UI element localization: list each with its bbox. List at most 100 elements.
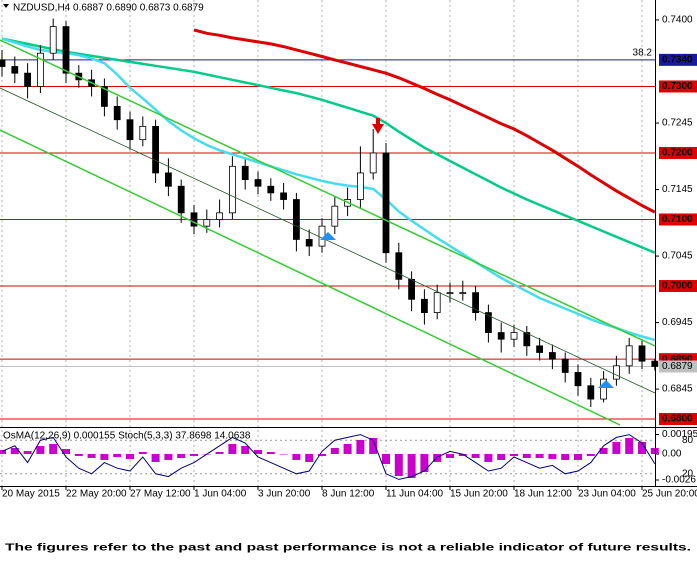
channel-upper bbox=[0, 39, 656, 347]
fib-label: 38.2 bbox=[633, 48, 653, 59]
y-tick-label: 0.00 bbox=[662, 449, 682, 460]
candle-body bbox=[267, 185, 275, 194]
candle-body bbox=[254, 179, 262, 187]
level-label-box bbox=[659, 279, 697, 292]
candle-body bbox=[382, 152, 390, 254]
candle-body bbox=[0, 59, 6, 67]
moving-average bbox=[1, 37, 656, 342]
y-tick-label: -0.0026 bbox=[662, 475, 696, 486]
osma-bar bbox=[522, 454, 531, 458]
osma-bar bbox=[241, 446, 250, 454]
y-tick-label: 20 bbox=[682, 468, 694, 479]
osma-bar bbox=[446, 454, 454, 458]
candle-body bbox=[113, 106, 121, 121]
stoch-line bbox=[1, 434, 656, 480]
osma-bar bbox=[650, 448, 659, 454]
level-label: 0.7200 bbox=[662, 148, 693, 159]
disclaimer: The figures refer to the past and past p… bbox=[5, 543, 691, 554]
osma-bar bbox=[74, 454, 83, 456]
osma-bar bbox=[382, 454, 390, 464]
candle-body bbox=[510, 332, 518, 340]
osma-bar bbox=[318, 454, 326, 456]
candle-body bbox=[126, 119, 134, 141]
osma-bar bbox=[305, 454, 314, 462]
y-tick-label: 0.7245 bbox=[662, 118, 693, 129]
osma-bar bbox=[484, 454, 493, 462]
osma-bar bbox=[49, 444, 58, 454]
osma-bar bbox=[471, 454, 480, 458]
candle-body bbox=[190, 212, 198, 227]
x-tick-label: 15 Jun 20:00 bbox=[450, 489, 508, 500]
osma-bar bbox=[586, 454, 595, 456]
x-tick-label: 25 Jun 20:00 bbox=[642, 489, 697, 500]
x-tick-label: 23 Jun 04:00 bbox=[578, 489, 636, 500]
candle-body bbox=[356, 172, 364, 200]
candle-body bbox=[472, 292, 480, 314]
osma-bar bbox=[0, 450, 6, 454]
buy-arrow bbox=[320, 232, 336, 240]
osma-bar bbox=[625, 438, 634, 454]
x-tick-label: 11 Jun 04:00 bbox=[386, 489, 444, 500]
candle-body bbox=[24, 72, 32, 87]
osma-bar bbox=[458, 454, 467, 456]
current-price-label: 0.6879 bbox=[662, 361, 693, 372]
candle-body bbox=[395, 252, 403, 280]
moving-average bbox=[1, 37, 656, 254]
indicator-title: OsMA(12,26,9) 0.000155 Stoch(5,3,3) 37.8… bbox=[3, 431, 251, 442]
channel-lower bbox=[0, 129, 621, 426]
osma-bar bbox=[369, 438, 378, 454]
osma-bar bbox=[612, 442, 621, 454]
candle-body bbox=[600, 378, 607, 400]
candle-body bbox=[523, 332, 531, 347]
candle-body bbox=[228, 165, 236, 214]
x-tick-label: 3 Jun 20:00 bbox=[258, 489, 311, 500]
osma-bar bbox=[215, 452, 224, 454]
osma-bar bbox=[599, 448, 608, 454]
osma-bar bbox=[433, 454, 442, 462]
candle-body bbox=[292, 199, 300, 240]
osma-bar bbox=[113, 454, 122, 457]
level-label-box bbox=[659, 213, 697, 226]
moving-average bbox=[193, 28, 656, 214]
osma-bar bbox=[548, 454, 557, 459]
osma-bar bbox=[420, 454, 429, 472]
osma-bar bbox=[62, 449, 70, 454]
osma-bar bbox=[535, 454, 544, 458]
candle-body bbox=[651, 360, 659, 367]
osma-bar bbox=[177, 454, 186, 458]
osma-bar bbox=[574, 454, 582, 460]
level-label: 0.7100 bbox=[662, 214, 693, 225]
candle-body bbox=[49, 26, 57, 54]
osma-bar bbox=[266, 452, 275, 454]
candle-body bbox=[164, 172, 172, 187]
osma-bar bbox=[151, 454, 160, 462]
candle-body bbox=[420, 298, 428, 314]
level-label-box bbox=[659, 413, 697, 426]
osma-bar bbox=[10, 448, 19, 454]
candle-body bbox=[139, 125, 147, 141]
x-tick-label: 8 Jun 12:00 bbox=[322, 489, 375, 500]
osma-bar bbox=[126, 454, 134, 459]
y-tick-label: 0.6845 bbox=[662, 384, 693, 395]
y-tick-label: 80 bbox=[682, 435, 694, 446]
candle-body bbox=[433, 292, 441, 314]
candle-body bbox=[536, 345, 543, 353]
current-price-box bbox=[659, 360, 697, 373]
osma-bar bbox=[254, 450, 262, 454]
osma-bar bbox=[190, 454, 198, 456]
osma-bar bbox=[561, 454, 570, 460]
candle-body bbox=[587, 385, 595, 400]
osma-bar bbox=[23, 451, 32, 454]
level-label: 0.6890 bbox=[662, 354, 693, 365]
osma-bar bbox=[100, 454, 109, 460]
y-tick-label: 0.7045 bbox=[662, 251, 693, 262]
candle-body bbox=[177, 185, 185, 214]
candle-body bbox=[331, 205, 339, 227]
candle-body bbox=[11, 66, 19, 74]
candle-body bbox=[484, 312, 492, 333]
x-tick-label: 18 Jun 12:00 bbox=[514, 489, 572, 500]
osma-bar bbox=[279, 454, 288, 455]
y-tick-label: 0.7400 bbox=[662, 15, 693, 26]
osma-bar bbox=[356, 440, 365, 454]
